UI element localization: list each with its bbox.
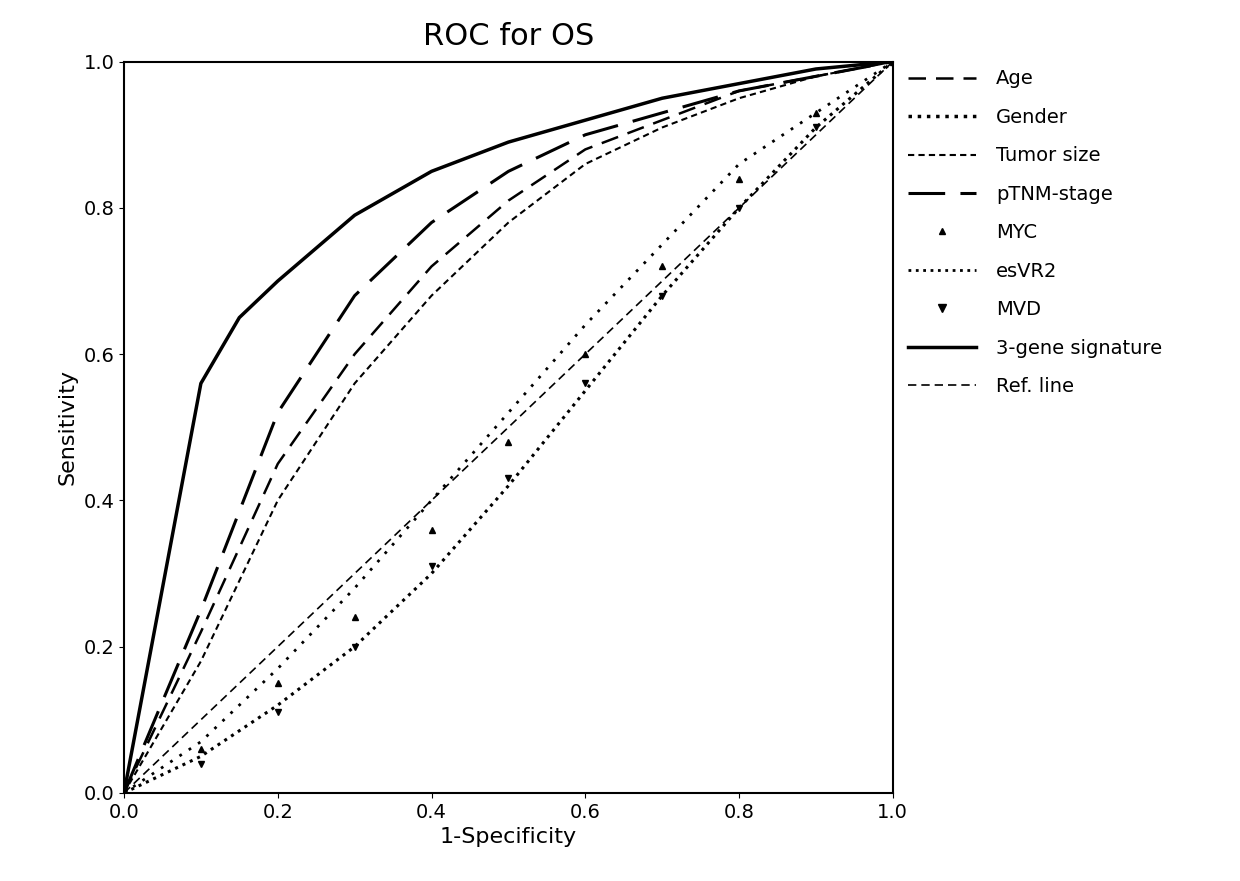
Legend: Age, Gender, Tumor size, pTNM-stage, MYC, esVR2, MVD, 3-gene signature, Ref. lin: Age, Gender, Tumor size, pTNM-stage, MYC… [900,62,1169,403]
Y-axis label: Sensitivity: Sensitivity [58,369,78,485]
X-axis label: 1-Specificity: 1-Specificity [440,827,577,848]
Title: ROC for OS: ROC for OS [423,22,594,51]
